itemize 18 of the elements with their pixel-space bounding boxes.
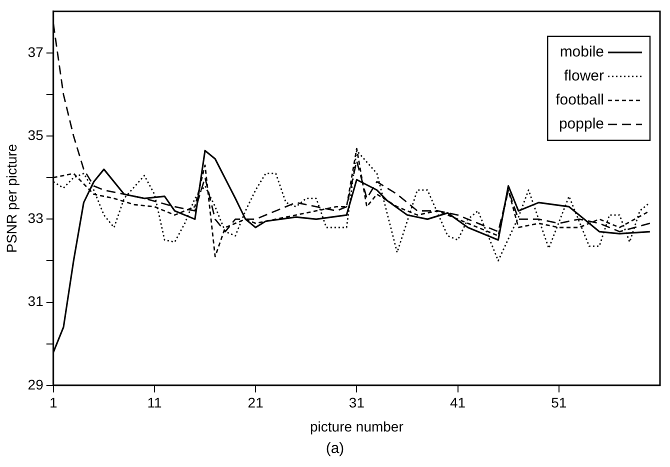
x-axis-title: picture number — [310, 418, 404, 434]
y-tick-label: 31 — [28, 293, 44, 310]
x-tick-label: 41 — [450, 394, 466, 411]
y-axis-title: PSNR per picture — [3, 144, 20, 253]
legend-label: flower — [564, 68, 604, 85]
x-tick-label: 11 — [147, 394, 162, 411]
legend-label: popple — [558, 116, 604, 133]
x-tick-label: 51 — [551, 394, 567, 411]
x-tick-label: 21 — [248, 394, 264, 411]
y-tick-label: 35 — [28, 126, 44, 143]
y-tick-label: 33 — [28, 210, 44, 226]
legend-label: football — [556, 92, 604, 109]
text: (a) — [324, 440, 346, 457]
x-tick-label: 31 — [348, 394, 365, 411]
y-tick-label: 37 — [28, 44, 44, 60]
y-tick-label: 29 — [28, 376, 44, 392]
x-tick-label: 1 — [49, 394, 58, 411]
legend-label: mobile — [560, 44, 604, 61]
